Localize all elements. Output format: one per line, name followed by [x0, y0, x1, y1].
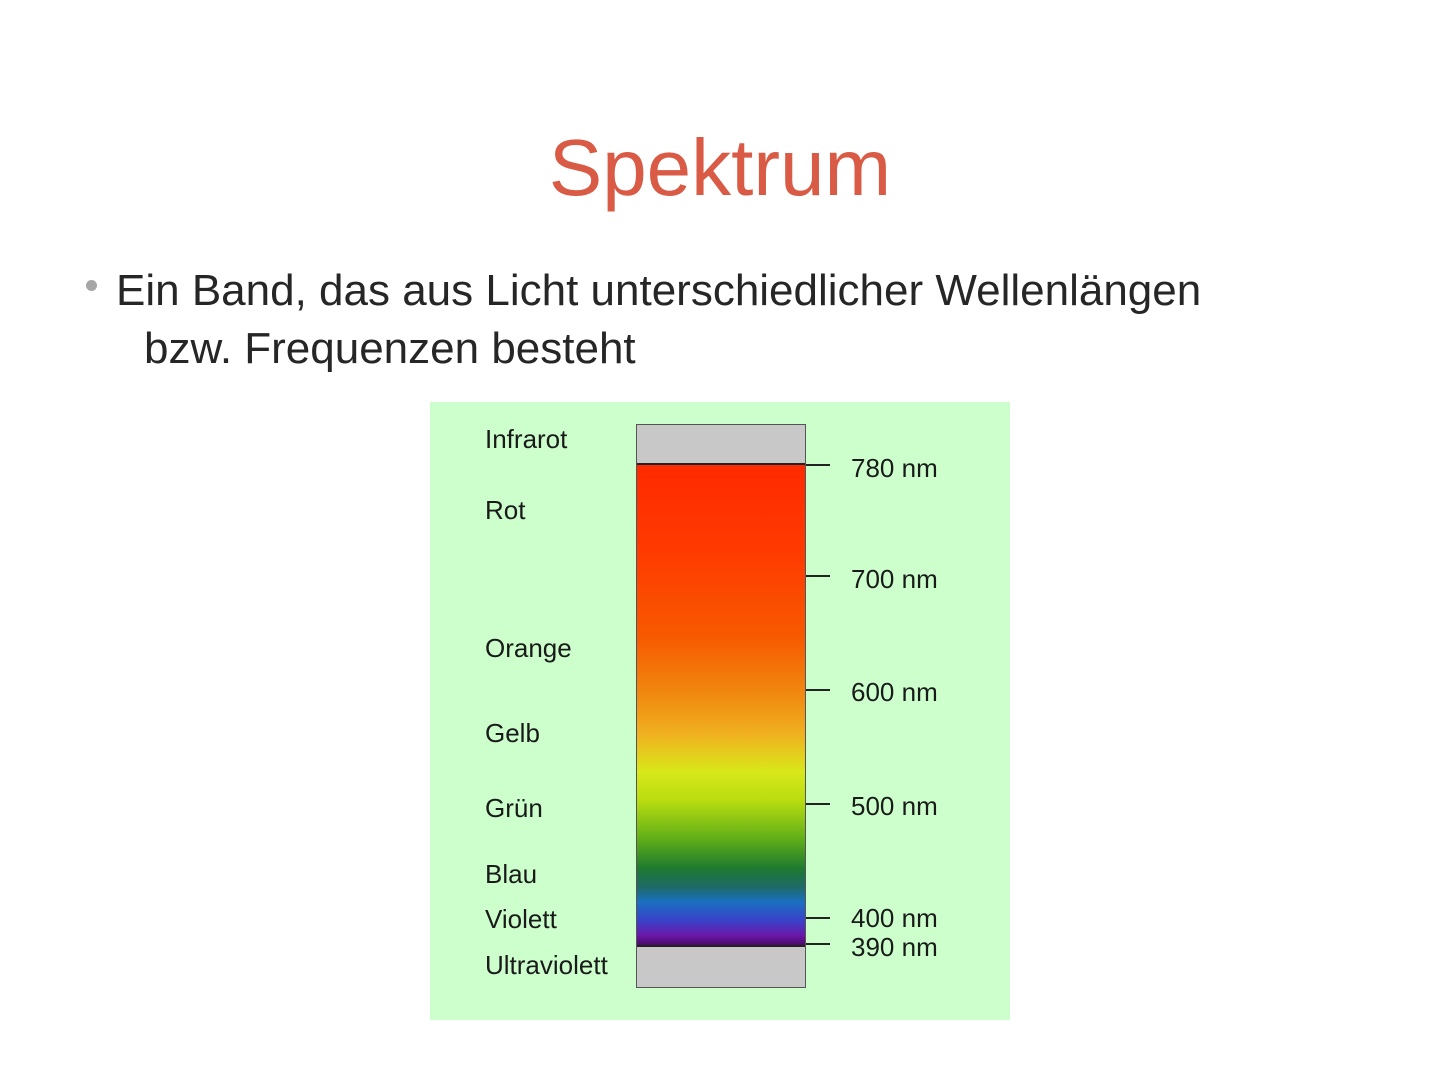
- tick-390: [806, 943, 830, 945]
- label-violet: Violett: [485, 904, 557, 934]
- bullet-text: Ein Band, das aus Licht unterschiedliche…: [116, 262, 1376, 378]
- bullet-icon: [86, 280, 97, 291]
- label-blue: Blau: [485, 859, 538, 889]
- label-green: Grün: [485, 793, 543, 823]
- slide-title: Spektrum: [548, 123, 892, 212]
- mark-780: 780 nm: [851, 453, 938, 483]
- mark-390: 390 nm: [851, 932, 938, 962]
- spectrum-band: [636, 424, 806, 988]
- bullet-line-2: bzw. Frequenzen besteht: [144, 324, 636, 373]
- label-yellow: Gelb: [485, 718, 540, 748]
- tick-500: [806, 803, 830, 805]
- visible-gradient: [637, 465, 805, 945]
- mark-700: 700 nm: [851, 564, 938, 594]
- bullet-line-1: Ein Band, das aus Licht unterschiedliche…: [116, 266, 1202, 315]
- label-orange: Orange: [485, 633, 572, 663]
- spectrum-diagram: Infrarot Rot Orange Gelb Grün Blau Viole…: [430, 402, 1010, 1020]
- mark-600: 600 nm: [851, 677, 938, 707]
- infrared-segment: [637, 425, 805, 465]
- tick-700: [806, 575, 830, 577]
- label-red: Rot: [485, 495, 526, 525]
- tick-600: [806, 689, 830, 691]
- label-infrared: Infrarot: [485, 424, 568, 454]
- tick-400: [806, 917, 830, 919]
- ultraviolet-segment: [637, 945, 805, 987]
- tick-780: [806, 464, 830, 466]
- label-ultraviolet: Ultraviolett: [485, 950, 608, 980]
- mark-400: 400 nm: [851, 903, 938, 933]
- mark-500: 500 nm: [851, 791, 938, 821]
